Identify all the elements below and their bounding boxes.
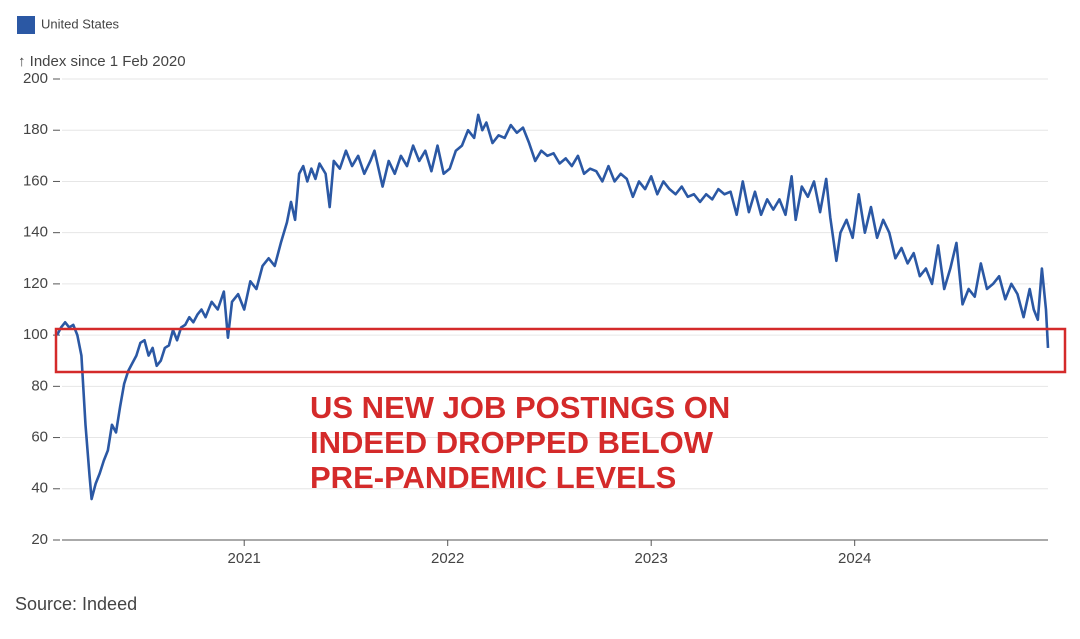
x-tick-label: 2021 [228,550,261,567]
plot-area: 20 40 60 80 100 120 140 160 180 200 2021 2022 2023 20… [23,70,1050,567]
y-tick-label: 40 [31,480,48,497]
y-tick-label: 20 [31,531,48,548]
highlight-box [54,327,1067,374]
y-tick-label: 120 [23,275,48,292]
y-tick-label: 180 [23,121,48,138]
y-tick-label: 200 [23,70,48,87]
y-tick-label: 60 [31,429,48,446]
y-axis-label: ↑ Index since 1 Feb 2020 [18,53,186,70]
data-line [55,113,1050,501]
annotation-line: US NEW JOB POSTINGS ON [310,390,730,425]
y-tick-label: 140 [23,224,48,241]
annotation-line: INDEED DROPPED BELOW [310,425,714,460]
x-tick-label: 2024 [838,550,871,567]
x-tick-label: 2023 [635,550,668,567]
annotation-line: PRE-PANDEMIC LEVELS [310,460,676,495]
y-tick-label: 160 [23,172,48,189]
x-tick-label: 2022 [431,550,464,567]
source: Source: Indeed [15,594,137,614]
legend-swatch [17,16,35,34]
legend-label: United States [41,16,120,31]
y-tick-label: 80 [31,377,48,394]
y-tick-label: 100 [23,326,48,343]
